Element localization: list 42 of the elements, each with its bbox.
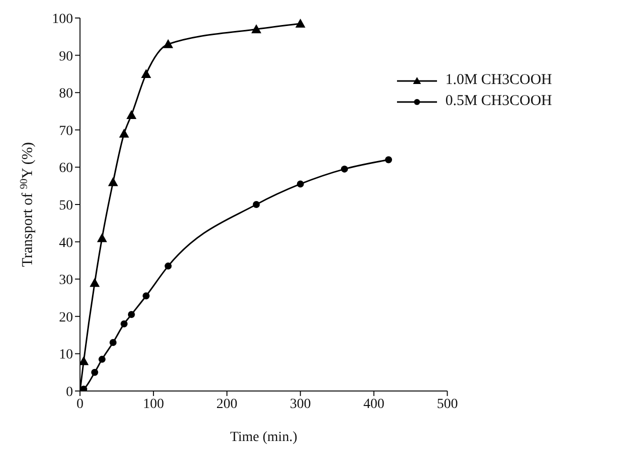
point xyxy=(164,262,172,270)
point xyxy=(90,278,100,287)
y-tick-label: 0 xyxy=(66,384,73,400)
y-tick-label: 80 xyxy=(59,86,73,102)
point xyxy=(340,166,348,173)
point xyxy=(295,18,306,28)
x-tick-label: 100 xyxy=(142,396,164,412)
point xyxy=(163,39,174,48)
point xyxy=(126,110,136,119)
y-tick-label: 20 xyxy=(59,310,73,326)
point xyxy=(252,201,260,208)
point xyxy=(80,356,89,366)
point xyxy=(120,320,128,328)
x-tick-label: 200 xyxy=(216,396,238,412)
point xyxy=(251,24,262,34)
point xyxy=(91,368,98,376)
x-tick-label: 0 xyxy=(76,396,84,412)
point xyxy=(108,177,118,186)
point xyxy=(119,128,130,138)
y-tick-label: 90 xyxy=(59,49,73,64)
x-tick-label: 300 xyxy=(290,396,311,412)
x-axis-title: Time (min.) xyxy=(230,430,298,445)
point xyxy=(385,156,392,164)
point xyxy=(110,339,117,346)
legend-label: 1.0M CH3COOH xyxy=(445,72,552,89)
point xyxy=(98,356,106,363)
point xyxy=(142,292,150,300)
point xyxy=(141,68,152,78)
point xyxy=(80,386,88,391)
point xyxy=(97,233,108,242)
y-tick-label: 70 xyxy=(59,124,73,139)
x-tick-label: 500 xyxy=(436,396,458,412)
y-tick-label: 40 xyxy=(59,236,73,251)
y-tick-label: 50 xyxy=(59,198,73,214)
y-tick-label: 10 xyxy=(59,348,73,363)
legend-label: 0.5M CH3COOH xyxy=(445,93,552,110)
x-tick-label: 400 xyxy=(363,396,384,412)
y-tick-label: 100 xyxy=(52,12,73,27)
point xyxy=(296,180,304,188)
point xyxy=(128,311,135,318)
y-tick-label: 60 xyxy=(59,161,73,176)
y-tick-label: 30 xyxy=(59,273,73,288)
